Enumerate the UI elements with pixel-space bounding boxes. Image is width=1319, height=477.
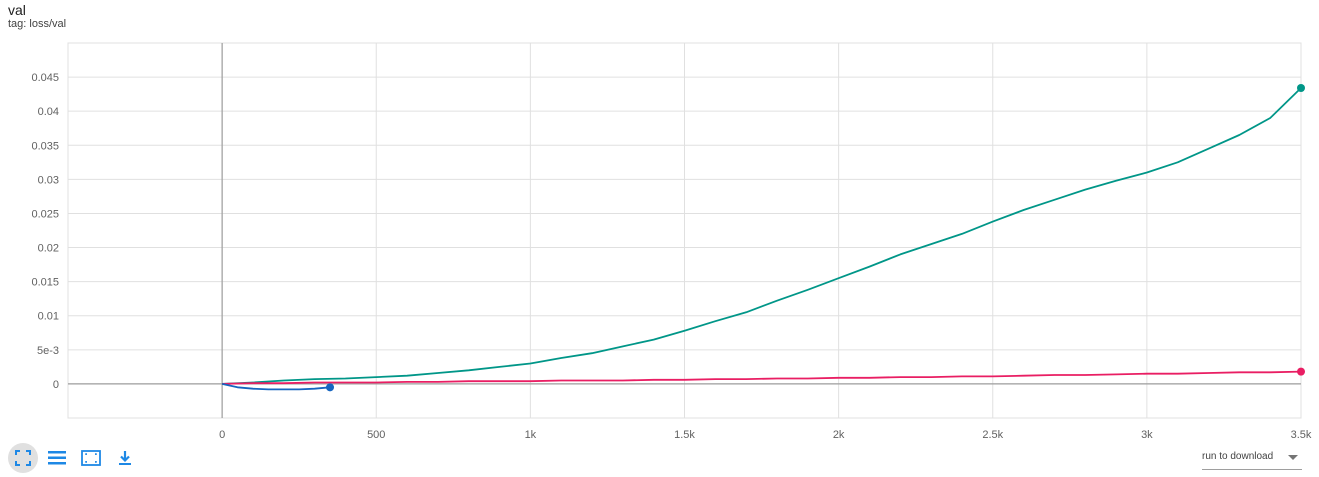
- series-endpoint-2[interactable]: [326, 383, 335, 392]
- y-tick-label: 0.035: [31, 140, 59, 152]
- x-tick-label: 3k: [1141, 429, 1153, 440]
- fit-domain-button[interactable]: [76, 443, 106, 473]
- download-icon: [119, 451, 131, 465]
- y-tick-label: 5e-3: [37, 345, 59, 357]
- fullscreen-button[interactable]: [8, 443, 38, 473]
- chart-toolbar: [8, 443, 140, 473]
- x-tick-label: 0: [219, 429, 225, 440]
- y-tick-label: 0.01: [38, 311, 59, 323]
- list-icon: [48, 451, 66, 465]
- x-tick-label: 500: [367, 429, 385, 440]
- line-chart[interactable]: 0 5e-3 0.01 0.015 0.02 0.025 0.03 0.035 0.04 0.04…: [0, 0, 1319, 440]
- chevron-down-icon: [1288, 455, 1298, 460]
- y-tick-label: 0.025: [31, 208, 59, 220]
- series-endpoint-1[interactable]: [1297, 367, 1305, 376]
- plot-frame: [67, 42, 1302, 419]
- series-endpoint-0[interactable]: [1297, 84, 1305, 92]
- series-line-1[interactable]: [222, 370, 1302, 385]
- y-tick-label: 0.02: [38, 243, 59, 255]
- y-tick-label: 0.03: [38, 174, 59, 186]
- y-tick-label: 0.015: [31, 277, 59, 289]
- x-tick-label: 1.5k: [674, 429, 695, 440]
- run-download-label: run to download: [1202, 451, 1274, 462]
- chart-tag: tag: loss/val: [8, 18, 67, 30]
- x-tick-label: 2.5k: [982, 429, 1003, 440]
- series-line-0[interactable]: [222, 87, 1302, 385]
- x-tick-label: 2k: [833, 429, 845, 440]
- y-tick-label: 0: [53, 379, 59, 391]
- fullscreen-icon: [15, 450, 31, 466]
- series-line-2[interactable]: [221, 383, 331, 391]
- x-tick-label: 3.5k: [1291, 429, 1312, 440]
- run-download-select[interactable]: run to download: [1202, 447, 1302, 470]
- y-tick-label: 0.045: [31, 72, 59, 84]
- download-button[interactable]: [110, 443, 140, 473]
- toggle-log-button[interactable]: [42, 443, 72, 473]
- chart-title: val: [8, 2, 26, 18]
- x-tick-label: 1k: [525, 429, 537, 440]
- fit-domain-icon: [81, 450, 101, 466]
- y-tick-label: 0.04: [38, 106, 59, 118]
